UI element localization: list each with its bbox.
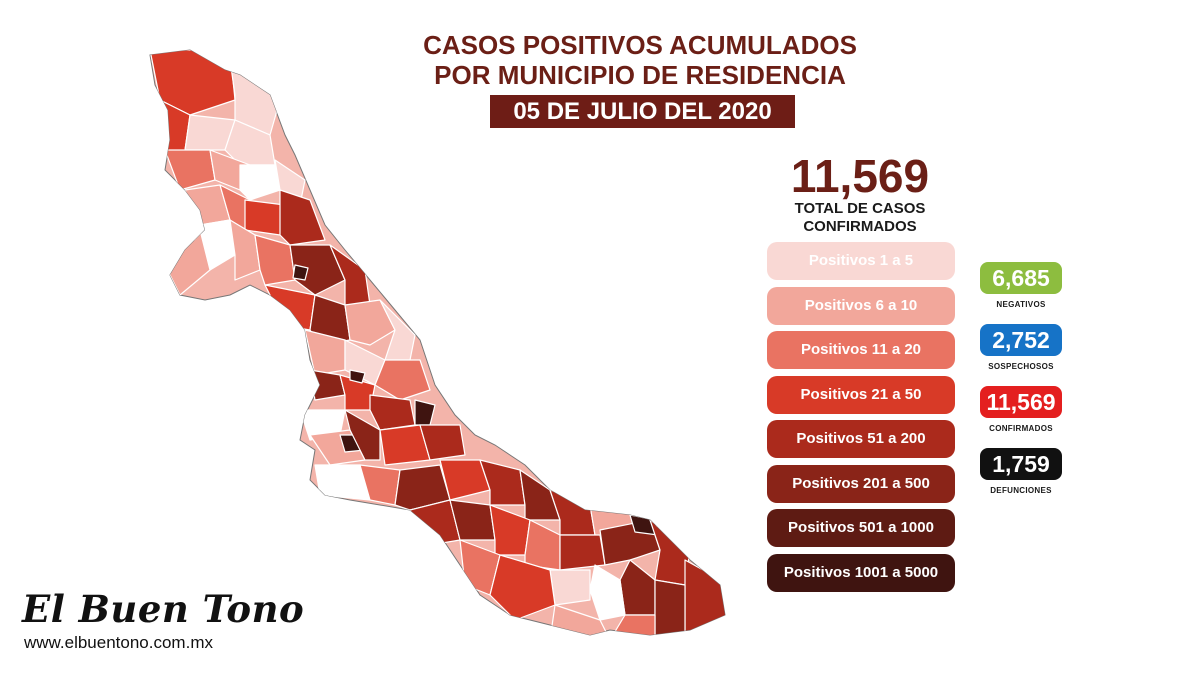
stat-sospechosos: 2,752 SOSPECHOSOS — [976, 324, 1066, 386]
total-cases: 11,569 — [790, 150, 930, 202]
map-legend: Positivos 1 a 5 Positivos 6 a 10 Positiv… — [767, 242, 955, 598]
municipality — [254, 234, 296, 286]
legend-item: Positivos 11 a 20 — [767, 331, 955, 369]
municipality — [229, 219, 261, 281]
municipality — [489, 554, 556, 621]
municipality — [419, 424, 466, 461]
stats-panel: 6,685 NEGATIVOS 2,752 SOSPECHOSOS 11,569… — [976, 262, 1066, 510]
legend-item: Positivos 1001 a 5000 — [767, 553, 955, 592]
date-banner: 05 DE JULIO DEL 2020 — [490, 95, 795, 128]
title-line-2: POR MUNICIPIO DE RESIDENCIA — [434, 60, 846, 90]
municipality — [374, 359, 431, 401]
brand-logo: El Buen Tono — [22, 587, 305, 631]
stat-value: 6,685 — [980, 262, 1062, 294]
municipality — [344, 299, 396, 346]
municipality — [589, 564, 626, 621]
stat-value: 1,759 — [980, 448, 1062, 480]
municipality — [489, 504, 531, 556]
stat-label: CONFIRMADOS — [989, 424, 1053, 433]
municipality — [279, 189, 326, 246]
municipality — [292, 264, 309, 281]
municipality — [239, 164, 281, 201]
stat-confirmados: 11,569 CONFIRMADOS — [976, 386, 1066, 448]
stat-defunciones: 1,759 DEFUNCIONES — [976, 448, 1066, 510]
municipality — [479, 459, 526, 506]
total-label-line-1: TOTAL DE CASOS — [794, 200, 926, 217]
municipality — [549, 569, 591, 606]
stat-label: SOSPECHOSOS — [988, 362, 1054, 371]
stat-label: DEFUNCIONES — [990, 486, 1052, 495]
brand-url: www.elbuentono.com.mx — [24, 633, 213, 652]
municipality — [559, 534, 606, 571]
veracruz-municipal-map — [149, 49, 726, 636]
legend-item: Positivos 51 a 200 — [767, 420, 955, 458]
municipality — [349, 369, 366, 384]
stat-negativos: 6,685 NEGATIVOS — [976, 262, 1066, 324]
title-line-1: CASOS POSITIVOS ACUMULADOS — [423, 30, 857, 60]
municipality — [344, 409, 381, 461]
total-cases-label: TOTAL DE CASOS CONFIRMADOS — [760, 200, 960, 236]
municipality — [654, 579, 686, 635]
legend-item: Positivos 1 a 5 — [767, 242, 955, 280]
legend-item: Positivos 201 a 500 — [767, 464, 955, 503]
municipality — [519, 469, 561, 521]
legend-item: Positivos 6 a 10 — [767, 286, 955, 325]
municipality — [684, 559, 725, 635]
stat-label: NEGATIVOS — [996, 300, 1046, 309]
legend-item: Positivos 21 a 50 — [767, 375, 955, 414]
legend-item: Positivos 501 a 1000 — [767, 509, 955, 547]
municipality — [339, 374, 376, 411]
municipality — [244, 199, 286, 236]
total-label-line-2: CONFIRMADOS — [803, 218, 917, 235]
stat-value: 11,569 — [980, 386, 1062, 418]
stat-value: 2,752 — [980, 324, 1062, 356]
municipality — [369, 394, 416, 431]
